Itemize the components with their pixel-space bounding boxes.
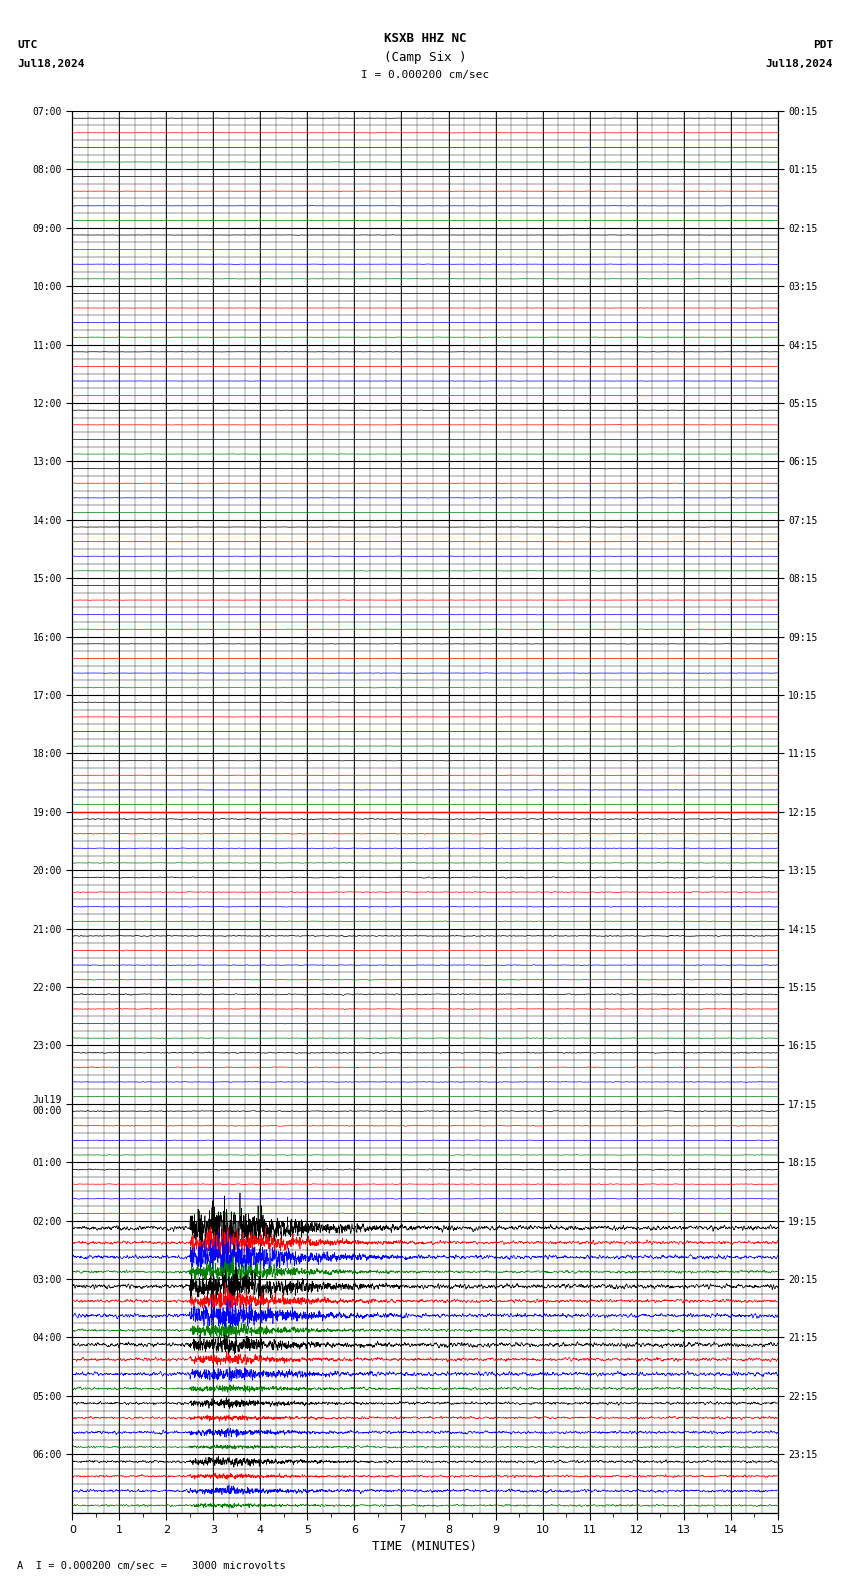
Text: UTC: UTC <box>17 40 37 49</box>
Text: I = 0.000200 cm/sec: I = 0.000200 cm/sec <box>361 70 489 79</box>
Text: (Camp Six ): (Camp Six ) <box>383 51 467 63</box>
Text: PDT: PDT <box>813 40 833 49</box>
Text: KSXB HHZ NC: KSXB HHZ NC <box>383 32 467 44</box>
Text: Jul18,2024: Jul18,2024 <box>17 59 84 68</box>
X-axis label: TIME (MINUTES): TIME (MINUTES) <box>372 1540 478 1552</box>
Text: A  I = 0.000200 cm/sec =    3000 microvolts: A I = 0.000200 cm/sec = 3000 microvolts <box>17 1562 286 1571</box>
Text: Jul18,2024: Jul18,2024 <box>766 59 833 68</box>
